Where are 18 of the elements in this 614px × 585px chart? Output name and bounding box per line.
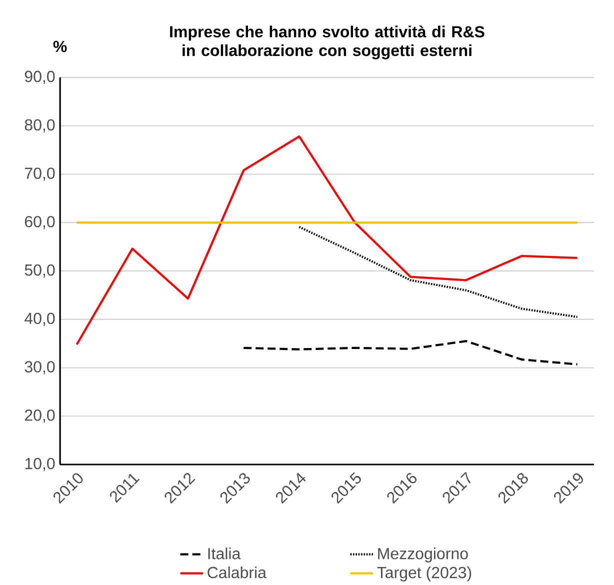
y-tick-label: 40,0 xyxy=(24,312,55,326)
legend-label: Mezzogiorno xyxy=(378,548,468,563)
chart-title: Imprese che hanno svolto attività di R&S in collaborazione con soggetti esterni xyxy=(170,26,484,60)
line-series xyxy=(242,340,578,366)
y-tick-label: 50,0 xyxy=(24,264,55,278)
legend-label: Target (2023) xyxy=(377,566,472,582)
y-axis-title: % xyxy=(53,41,67,52)
legend-label: Italia xyxy=(208,548,241,560)
y-tick-label: 10,0 xyxy=(25,458,55,472)
y-tick-label: 90,0 xyxy=(24,71,55,84)
line-series xyxy=(76,136,578,346)
y-tick-label: 30,0 xyxy=(24,361,55,375)
y-tick-label: 20,0 xyxy=(24,410,55,423)
y-tick-label: 70,0 xyxy=(24,168,55,181)
y-tick-label: 60,0 xyxy=(24,216,55,230)
line-series xyxy=(298,226,578,318)
y-tick-label: 80,0 xyxy=(24,119,55,133)
legend-label: Calabria xyxy=(208,566,266,578)
